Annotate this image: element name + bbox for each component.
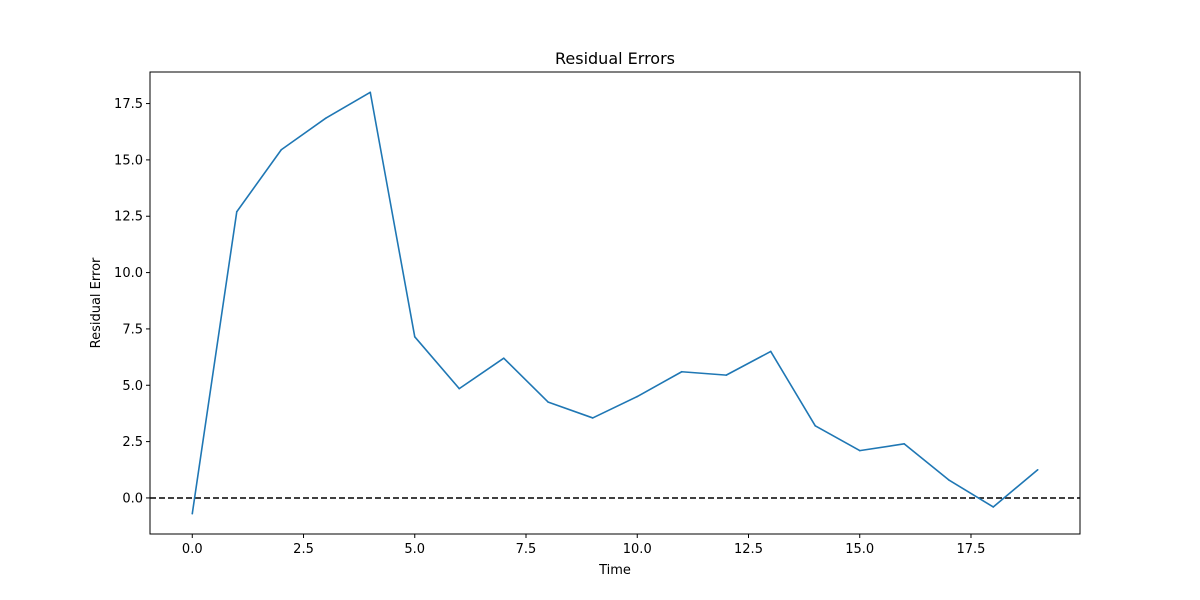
data-point bbox=[1036, 468, 1039, 471]
chart-title: Residual Errors bbox=[555, 49, 675, 68]
x-tick-label: 5.0 bbox=[404, 542, 425, 557]
y-tick-label: 5.0 bbox=[122, 379, 143, 394]
data-point bbox=[858, 449, 861, 452]
data-point bbox=[502, 357, 505, 360]
data-point bbox=[636, 395, 639, 398]
data-point bbox=[413, 336, 416, 338]
x-tick-label: 7.5 bbox=[516, 542, 537, 557]
y-tick-label: 7.5 bbox=[122, 322, 143, 337]
x-tick-label: 15.0 bbox=[845, 542, 874, 557]
residual-error-series-line bbox=[191, 91, 1039, 514]
x-axis-ticks: 0.0 2.5 5.0 7.5 10.0 12.5 15.0 17.5 bbox=[182, 534, 986, 557]
data-point bbox=[680, 370, 683, 373]
data-point bbox=[814, 425, 817, 427]
data-point bbox=[547, 401, 550, 403]
data-point bbox=[280, 148, 283, 151]
x-tick-label: 0.0 bbox=[182, 542, 203, 557]
y-tick-label: 17.5 bbox=[114, 97, 143, 112]
plot-frame bbox=[149, 71, 1081, 535]
data-point bbox=[235, 210, 238, 213]
data-point bbox=[992, 506, 995, 508]
data-point bbox=[458, 387, 461, 390]
y-axis-label: Residual Error bbox=[89, 257, 104, 348]
data-point bbox=[725, 374, 728, 376]
data-point bbox=[191, 512, 194, 515]
plot-area bbox=[150, 72, 1080, 534]
data-point bbox=[947, 479, 950, 481]
x-axis-label: Time bbox=[598, 563, 631, 578]
data-point bbox=[769, 350, 772, 353]
y-tick-label: 10.0 bbox=[114, 266, 143, 281]
y-tick-label: 0.0 bbox=[122, 491, 143, 506]
data-point bbox=[591, 417, 594, 419]
data-point bbox=[324, 117, 327, 119]
x-tick-label: 10.0 bbox=[623, 542, 652, 557]
y-tick-label: 12.5 bbox=[114, 210, 143, 225]
x-tick-label: 12.5 bbox=[734, 542, 763, 557]
x-tick-label: 2.5 bbox=[293, 542, 314, 557]
data-point bbox=[369, 91, 372, 94]
y-tick-label: 2.5 bbox=[122, 435, 143, 450]
y-axis-ticks: 0.0 2.5 5.0 7.5 10.0 12.5 15.0 17.5 bbox=[114, 97, 150, 506]
data-point bbox=[903, 443, 906, 445]
data-points bbox=[191, 91, 1039, 515]
y-tick-label: 15.0 bbox=[114, 153, 143, 168]
x-tick-label: 17.5 bbox=[957, 542, 986, 557]
